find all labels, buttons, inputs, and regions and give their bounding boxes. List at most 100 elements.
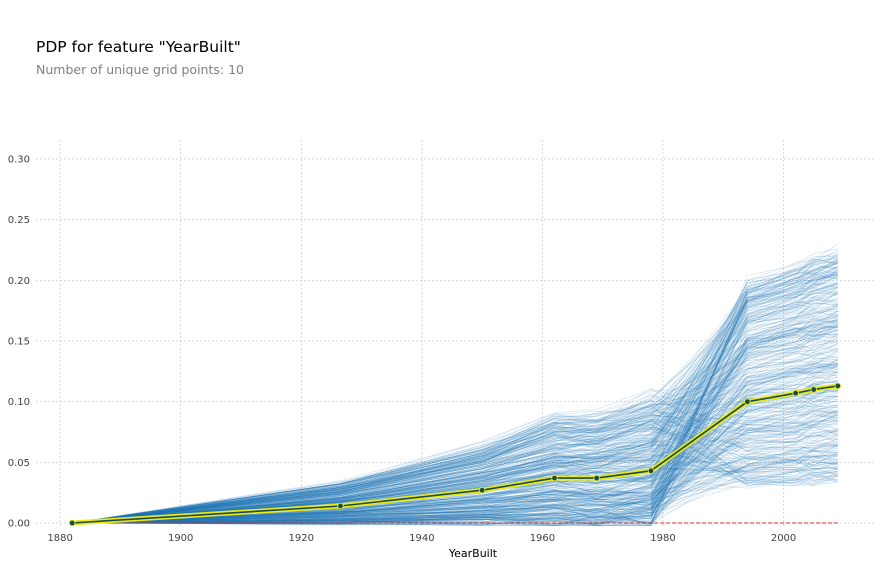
ice-line xyxy=(72,314,838,524)
ice-line xyxy=(72,409,838,526)
ice-line xyxy=(72,350,838,524)
ice-line xyxy=(72,414,838,524)
ice-line xyxy=(72,253,838,524)
ice-line xyxy=(72,347,838,524)
ice-line xyxy=(72,256,838,524)
ice-line xyxy=(72,418,838,524)
ice-line xyxy=(72,440,838,524)
ice-line xyxy=(72,267,838,524)
ice-line xyxy=(72,444,838,524)
ice-line xyxy=(72,325,838,524)
ice-line xyxy=(72,287,838,524)
ice-line xyxy=(72,405,838,525)
ice-line xyxy=(72,374,838,526)
ice-line xyxy=(72,365,838,524)
ice-line xyxy=(72,327,838,524)
ice-line xyxy=(72,254,838,524)
ice-line xyxy=(72,304,838,524)
ice-line xyxy=(72,326,838,524)
ice-line xyxy=(72,404,838,524)
ice-line xyxy=(72,287,838,524)
ice-line xyxy=(72,311,838,524)
ice-line xyxy=(72,354,838,524)
ice-line xyxy=(72,308,838,524)
ice-line xyxy=(72,364,838,524)
ice-line xyxy=(72,406,838,524)
ice-line xyxy=(72,265,838,524)
ice-line xyxy=(72,334,838,524)
ice-line xyxy=(72,386,838,524)
x-tick-label: 2000 xyxy=(771,533,796,544)
ice-line xyxy=(72,269,838,524)
pdp-point xyxy=(792,389,799,397)
ice-line xyxy=(72,308,838,524)
ice-line xyxy=(72,424,838,524)
ice-line xyxy=(72,312,838,524)
ice-line xyxy=(72,274,838,524)
ice-line xyxy=(72,449,838,526)
ice-line xyxy=(72,275,838,524)
ice-line xyxy=(72,463,838,524)
ice-line xyxy=(72,363,838,524)
ice-line xyxy=(72,362,838,524)
ice-line xyxy=(72,318,838,524)
ice-line xyxy=(72,359,838,524)
ice-line xyxy=(72,310,838,524)
grid-lines xyxy=(36,140,874,527)
ice-line xyxy=(72,260,838,524)
ice-line xyxy=(72,350,838,524)
ice-line xyxy=(72,301,838,524)
ice-line xyxy=(72,369,838,524)
ice-line xyxy=(72,359,838,524)
ice-line xyxy=(72,396,838,524)
ice-line xyxy=(72,476,838,524)
ice-line xyxy=(72,355,838,524)
ice-line xyxy=(72,359,838,524)
ice-line xyxy=(72,408,838,526)
ice-line xyxy=(72,431,838,524)
ice-line xyxy=(72,428,838,524)
ice-line xyxy=(72,454,838,524)
pdp-point xyxy=(834,382,842,390)
ice-line xyxy=(72,461,838,526)
ice-line xyxy=(72,437,838,524)
ice-line xyxy=(72,454,838,524)
ice-line xyxy=(72,404,838,524)
ice-line xyxy=(72,419,838,524)
ice-line xyxy=(72,262,838,524)
ice-line xyxy=(72,260,838,524)
ice-line xyxy=(72,323,838,524)
ice-line xyxy=(72,464,838,524)
ice-line xyxy=(72,435,838,524)
ice-line xyxy=(72,456,838,524)
ice-line xyxy=(72,263,838,524)
ice-line xyxy=(72,385,838,524)
ice-line xyxy=(72,261,838,524)
ice-line xyxy=(72,286,838,524)
ice-line xyxy=(72,330,838,524)
ice-line xyxy=(72,364,838,526)
ice-line xyxy=(72,335,838,524)
y-tick-label: 0.20 xyxy=(8,276,30,287)
ice-line xyxy=(72,392,838,526)
ice-line xyxy=(72,270,838,526)
ice-line xyxy=(72,311,838,524)
ice-line xyxy=(72,462,838,524)
ice-line xyxy=(72,426,838,524)
ice-line xyxy=(72,286,838,524)
ice-line xyxy=(72,325,838,524)
ice-line xyxy=(72,391,838,524)
ice-lines xyxy=(72,243,838,526)
ice-line xyxy=(72,421,838,524)
ice-line xyxy=(72,418,838,524)
ice-line xyxy=(72,274,838,525)
ice-line xyxy=(72,449,838,524)
ice-line xyxy=(72,262,838,524)
ice-line xyxy=(72,397,838,524)
ice-line xyxy=(72,338,838,525)
ice-line xyxy=(72,273,838,524)
ice-line xyxy=(72,275,838,524)
ice-line xyxy=(72,258,838,526)
ice-line xyxy=(72,351,838,524)
ice-line xyxy=(72,435,838,524)
